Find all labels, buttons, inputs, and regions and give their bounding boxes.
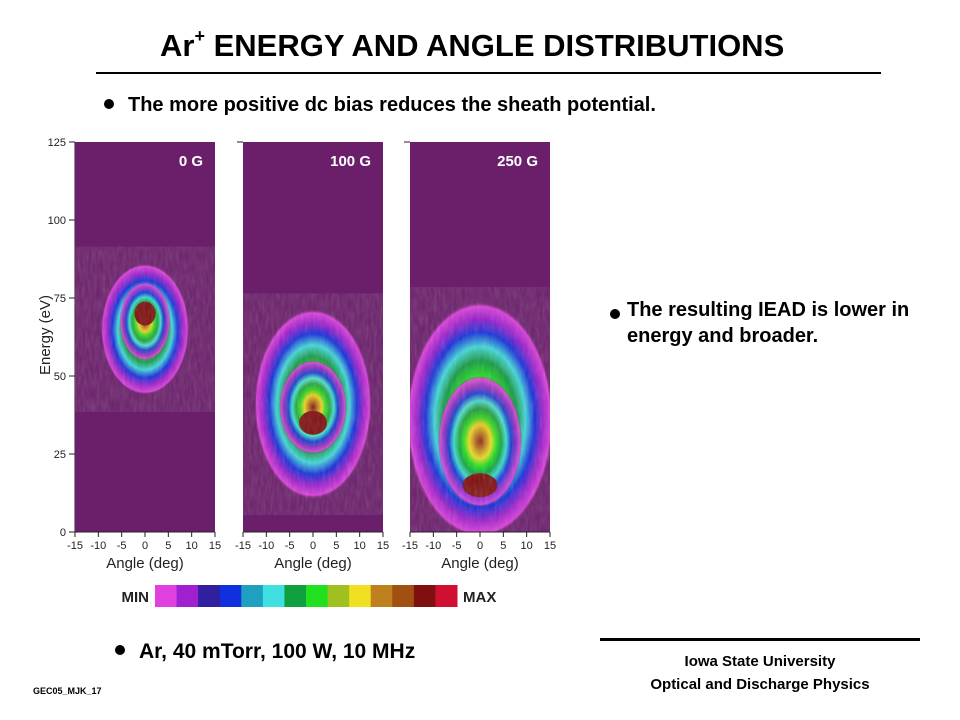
x-tick-label: 15 [377,540,389,552]
colorbar-swatch [392,585,415,607]
colorbar-swatch [370,585,393,607]
y-tick-label: 50 [54,371,66,383]
colorbar-swatch [306,585,329,607]
heatmap-panel: 100 G [237,141,383,532]
institution-block: Iowa State University Optical and Discha… [600,650,920,696]
x-tick-label: -10 [425,540,441,552]
x-tick-label: 5 [165,540,171,552]
y-tick-label: 75 [54,293,66,305]
bullet-iead-result: The resulting IEAD is lower in energy an… [610,297,910,349]
angle-axis: -15 -10 -5 0 5 10 15 Angle (deg) [67,531,221,572]
x-axis-label: Angle (deg) [441,555,519,572]
colorbar: MIN MAX [122,585,496,607]
x-tick-label: -10 [90,540,106,552]
angle-axis: -15 -10 -5 0 5 10 15 Angle (deg) [235,531,389,572]
colorbar-swatch [176,585,199,607]
angle-axis: -15 -10 -5 0 5 10 15 Angle (deg) [402,531,556,572]
x-tick-label: 0 [310,540,316,552]
panel-label: 250 G [497,153,538,170]
x-tick-label: 5 [500,540,506,552]
x-tick-label: -5 [452,540,462,552]
x-tick-label: -15 [402,540,418,552]
panel-label: 0 G [179,153,203,170]
x-tick-label: 0 [142,540,148,552]
slide-id: GEC05_MJK_17 [33,686,102,696]
x-tick-label: 5 [333,540,339,552]
y-tick-label: 0 [60,527,66,539]
x-tick-label: -5 [117,540,127,552]
x-axis-label: Angle (deg) [106,555,184,572]
colorbar-swatch [198,585,221,607]
x-tick-label: -10 [258,540,274,552]
heatmap-panels: 0 G 100 G 250 G [69,141,550,532]
colorbar-swatch [413,585,436,607]
group-name: Optical and Discharge Physics [650,676,870,693]
x-tick-label: 10 [521,540,533,552]
y-tick-label: 125 [48,137,66,149]
bullet-sheath-potential: The more positive dc bias reduces the sh… [104,94,656,117]
y-tick-label: 100 [48,215,66,227]
colorbar-swatch [327,585,350,607]
colorbar-swatch [262,585,285,607]
x-tick-label: 10 [354,540,366,552]
colorbar-swatch [435,585,458,607]
bullet-dot-icon [104,98,114,109]
colorbar-swatch [219,585,242,607]
x-tick-label: -15 [67,540,83,552]
bullet-dot-icon [115,645,125,656]
heatmap-panel: 250 G [404,141,550,532]
bullet-conditions: Ar, 40 mTorr, 100 W, 10 MHz [115,640,415,664]
slide-title: Ar+ ENERGY AND ANGLE DISTRIBUTIONS [160,26,785,63]
y-tick-label: 25 [54,449,66,461]
x-tick-label: 0 [477,540,483,552]
angle-axes: -15 -10 -5 0 5 10 15 Angle (deg) -15 -10 -5 0 5 10 15 A… [67,531,556,572]
x-tick-label: -5 [285,540,295,552]
bullet-dot-icon [610,309,620,319]
colorbar-swatch [284,585,307,607]
x-tick-label: 10 [186,540,198,552]
institution-name: Iowa State University [684,653,836,670]
colorbar-swatch [241,585,264,607]
colorbar-max-label: MAX [463,589,496,606]
colorbar-swatch [155,585,178,607]
panel-label: 100 G [330,153,371,170]
colorbar-swatch [349,585,372,607]
y-axis-label: Energy (eV) [37,295,54,375]
title-underline [96,72,881,74]
x-tick-label: 15 [209,540,221,552]
x-tick-label: 15 [544,540,556,552]
x-axis-label: Angle (deg) [274,555,352,572]
x-tick-label: -15 [235,540,251,552]
colorbar-min-label: MIN [122,589,150,606]
heatmap-panel: 0 G [69,141,215,532]
footer-rule [600,638,920,641]
